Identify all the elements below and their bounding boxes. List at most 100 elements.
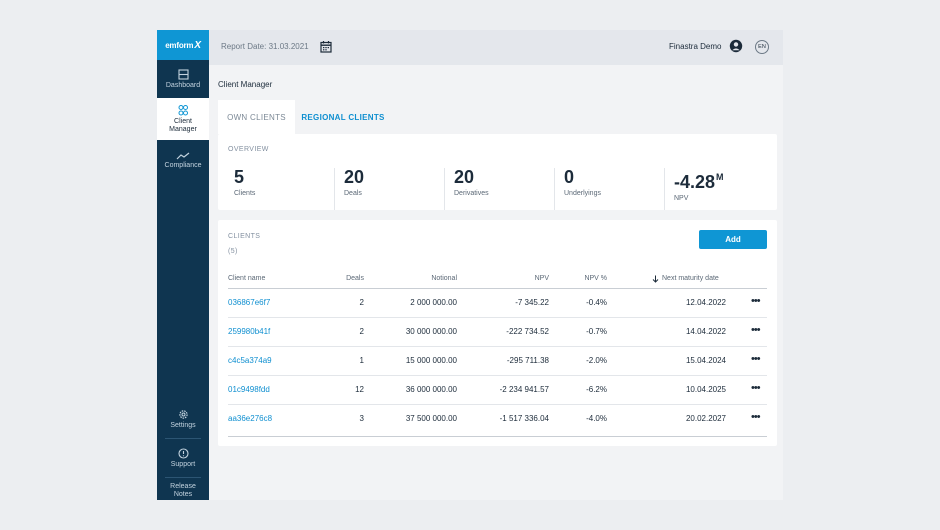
row-more-actions-icon[interactable]: ••• [751, 411, 761, 423]
row-more-actions-icon[interactable]: ••• [751, 382, 761, 394]
report-date: Report Date: 31.03.2021 [221, 42, 309, 51]
cell-deals: 2 [359, 298, 364, 307]
stat-divider [444, 168, 445, 210]
sidebar-item-label: Release Notes [170, 483, 196, 498]
cell-npv-pct: -6.2% [586, 385, 607, 394]
clients-title: CLIENTS [228, 233, 261, 240]
sidebar-item-client-manager[interactable]: Client Manager [157, 98, 209, 140]
column-header-npv[interactable]: NPV [534, 275, 549, 282]
sidebar-item-label: Support [170, 460, 196, 468]
calendar-icon[interactable] [320, 40, 332, 53]
cell-next-maturity-date: 12.04.2022 [685, 298, 726, 307]
stat-npv: -4.28M NPV [674, 168, 724, 210]
logo-mark: X [194, 39, 201, 51]
user-avatar-icon[interactable] [729, 39, 743, 53]
client-name-link[interactable]: aa36e276c8 [228, 414, 273, 423]
table-row[interactable]: aa36e276c8 3 37 500 000.00 -1 517 336.04 -4.… [228, 404, 767, 433]
stat-value: -4.28M [674, 168, 724, 191]
stat-value-number: -4.28 [674, 172, 716, 192]
column-header-client-name[interactable]: Client name [228, 275, 266, 282]
sidebar: emform X Dashboard Client Manager Complia… [157, 30, 209, 500]
compliance-icon [176, 152, 190, 160]
column-header-notional[interactable]: Notional [431, 275, 457, 282]
cell-next-maturity-date: 14.04.2022 [685, 327, 726, 336]
cell-npv: -1 517 336.04 [499, 414, 549, 423]
cell-npv: -222 734.52 [506, 327, 549, 336]
overview-title: OVERVIEW [228, 146, 269, 153]
help-icon [177, 447, 189, 459]
gear-icon [178, 409, 188, 419]
row-more-actions-icon[interactable]: ••• [751, 353, 761, 365]
cell-notional: 2 000 000.00 [410, 298, 457, 307]
clients-card: CLIENTS (5) Add Client name Deals Notion… [218, 220, 777, 446]
row-more-actions-icon[interactable]: ••• [751, 324, 761, 336]
overview-card: OVERVIEW 5 Clients 20 Deals 20 Derivativ… [218, 134, 777, 210]
column-header-next-maturity-date[interactable]: Next maturity date [662, 275, 719, 282]
stat-value: 20 [454, 167, 475, 187]
cell-npv: -7 345.22 [515, 298, 549, 307]
stat-label: Deals [344, 190, 362, 197]
cell-deals: 2 [359, 327, 364, 336]
stat-value-suffix: M [716, 172, 724, 182]
sort-arrow-down-icon[interactable] [652, 275, 659, 283]
cell-deals: 3 [359, 414, 364, 423]
topbar: Report Date: 31.03.2021 Finastra Demo EN [209, 30, 783, 65]
cell-npv: -2 234 941.57 [499, 385, 549, 394]
user-name[interactable]: Finastra Demo [669, 42, 722, 51]
stat-divider [554, 168, 555, 210]
table-row[interactable]: c4c5a374a9 1 15 000 000.00 -295 711.38 -2.0%… [228, 346, 767, 375]
column-header-npv-pct[interactable]: NPV % [584, 275, 607, 282]
cell-npv-pct: -4.0% [586, 414, 607, 423]
stat-label: Underlyings [564, 190, 601, 197]
dashboard-icon [177, 68, 189, 80]
cell-next-maturity-date: 20.02.2027 [685, 414, 726, 423]
sidebar-item-label: Dashboard [165, 81, 201, 89]
client-name-link[interactable]: 01c9498fdd [228, 385, 270, 394]
client-name-link[interactable]: 259980b41f [228, 327, 271, 336]
sidebar-item-label: Settings [170, 421, 196, 429]
stat-label: Clients [234, 190, 256, 197]
clients-count: (5) [228, 248, 238, 255]
stat-value: 5 [234, 167, 245, 187]
sidebar-item-compliance[interactable]: Compliance [157, 144, 209, 178]
cell-notional: 30 000 000.00 [405, 327, 457, 336]
add-client-button[interactable]: Add [699, 230, 767, 249]
table-row[interactable]: 259980b41f 2 30 000 000.00 -222 734.52 -0.7%… [228, 317, 767, 346]
table-row[interactable]: 036867e6f7 2 2 000 000.00 -7 345.22 -0.4% 12.… [228, 288, 767, 317]
cell-npv-pct: -0.4% [586, 298, 607, 307]
sidebar-item-label: Compliance [164, 162, 202, 169]
client-name-link[interactable]: c4c5a374a9 [228, 356, 272, 365]
cell-npv: -295 711.38 [506, 356, 549, 365]
logo-text: emform [165, 40, 194, 50]
breadcrumb: Client Manager [218, 80, 273, 89]
tab-own-clients[interactable]: OWN CLIENTS [218, 100, 295, 134]
stat-underlyings: 0 Underlyings [564, 168, 601, 210]
table-row[interactable]: 01c9498fdd 12 36 000 000.00 -2 234 941.57 -6… [228, 375, 767, 404]
cell-next-maturity-date: 10.04.2025 [685, 385, 726, 394]
cell-notional: 37 500 000.00 [405, 414, 457, 423]
client-manager-icon [178, 105, 188, 116]
column-header-deals[interactable]: Deals [346, 275, 364, 282]
tab-regional-clients[interactable]: REGIONAL CLIENTS [301, 112, 385, 122]
stat-label: NPV [674, 195, 689, 202]
language-selector[interactable]: EN [755, 40, 769, 54]
stat-clients: 5 Clients [234, 168, 255, 210]
stat-deals: 20 Deals [344, 168, 364, 210]
row-more-actions-icon[interactable]: ••• [751, 295, 761, 307]
app-window: emform X Dashboard Client Manager Complia… [157, 30, 783, 500]
stat-label: Derivatives [454, 190, 489, 197]
sidebar-item-release-notes[interactable]: Release Notes [157, 480, 209, 500]
sidebar-item-settings[interactable]: Settings [157, 402, 209, 436]
client-name-link[interactable]: 036867e6f7 [228, 298, 271, 307]
stat-divider [664, 168, 665, 210]
stat-value: 0 [564, 167, 575, 187]
cell-npv-pct: -0.7% [586, 327, 607, 336]
sidebar-item-dashboard[interactable]: Dashboard [157, 60, 209, 98]
cell-notional: 36 000 000.00 [405, 385, 457, 394]
sidebar-item-label: Client Manager [169, 118, 197, 133]
sidebar-item-support[interactable]: Support [157, 441, 209, 475]
stat-value: 20 [344, 167, 365, 187]
table-bottom-border [228, 436, 767, 437]
cell-npv-pct: -2.0% [586, 356, 607, 365]
logo[interactable]: emform X [157, 30, 209, 60]
